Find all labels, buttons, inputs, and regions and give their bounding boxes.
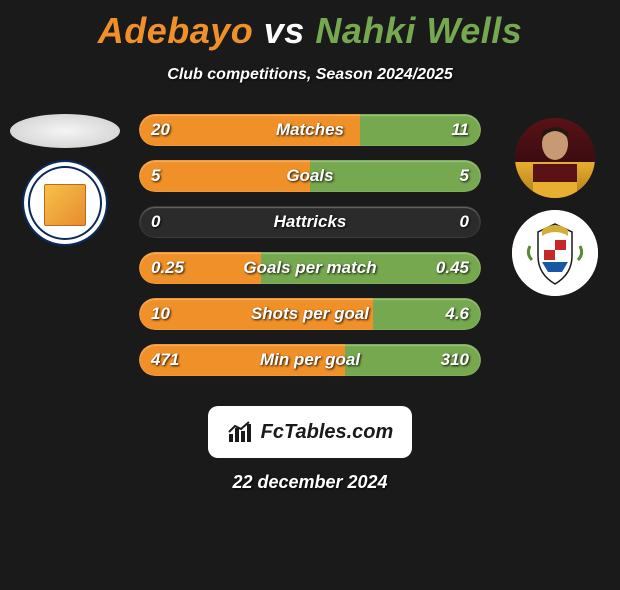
player1-column: LUTON TOWN FOOTBALL CLUB: [0, 114, 130, 246]
stat-label: Matches: [276, 120, 344, 140]
player2-column: [490, 114, 620, 296]
watermark-text: FcTables.com: [261, 421, 394, 444]
stat-value-player1: 0.25: [151, 258, 184, 278]
club-arc-text-icon: FOOTBALL CLUB: [34, 228, 96, 242]
stat-value-player1: 20: [151, 120, 170, 140]
stat-row: 10 Shots per goal 4.6: [139, 298, 481, 330]
player2-club-badge: [512, 210, 598, 296]
stat-value-player2: 310: [441, 350, 469, 370]
stat-value-player1: 0: [151, 212, 160, 232]
stat-row: 0 Hattricks 0: [139, 206, 481, 238]
subtitle: Club competitions, Season 2024/2025: [0, 66, 620, 84]
player1-avatar-placeholder: [10, 114, 120, 148]
stat-label: Goals per match: [243, 258, 376, 278]
stat-value-player1: 471: [151, 350, 179, 370]
stat-label: Shots per goal: [251, 304, 369, 324]
stat-value-player2: 11: [451, 120, 469, 140]
stat-row: 0.25 Goals per match 0.45: [139, 252, 481, 284]
content-area: LUTON TOWN FOOTBALL CLUB: [0, 114, 620, 394]
stat-label: Goals: [286, 166, 333, 186]
stat-value-player2: 0.45: [436, 258, 469, 278]
stat-row: 5 Goals 5: [139, 160, 481, 192]
stat-value-player2: 5: [460, 166, 469, 186]
player2-avatar: [515, 118, 595, 198]
title-vs: vs: [264, 10, 305, 51]
stat-label: Hattricks: [274, 212, 347, 232]
watermark-badge: FcTables.com: [208, 406, 412, 458]
title-player2: Nahki Wells: [315, 10, 522, 51]
comparison-title: Adebayo vs Nahki Wells: [0, 10, 620, 52]
stat-value-player1: 10: [151, 304, 170, 324]
bar-chart-icon: [227, 420, 255, 444]
stat-row: 20 Matches 11: [139, 114, 481, 146]
stat-value-player1: 5: [151, 166, 160, 186]
stat-row: 471 Min per goal 310: [139, 344, 481, 376]
date-text: 22 december 2024: [0, 472, 620, 493]
stat-fill-player2: [310, 160, 481, 192]
stat-fill-player1: [139, 160, 310, 192]
player1-club-badge: LUTON TOWN FOOTBALL CLUB: [22, 160, 108, 246]
stat-bars: 20 Matches 11 5 Goals 5 0 Hattricks 0 0.25 Goals p…: [139, 114, 481, 376]
title-player1: Adebayo: [98, 10, 254, 51]
club-arc-text-icon: LUTON TOWN: [34, 164, 96, 182]
stat-value-player2: 4.6: [445, 304, 469, 324]
stat-label: Min per goal: [260, 350, 360, 370]
stat-value-player2: 0: [460, 212, 469, 232]
